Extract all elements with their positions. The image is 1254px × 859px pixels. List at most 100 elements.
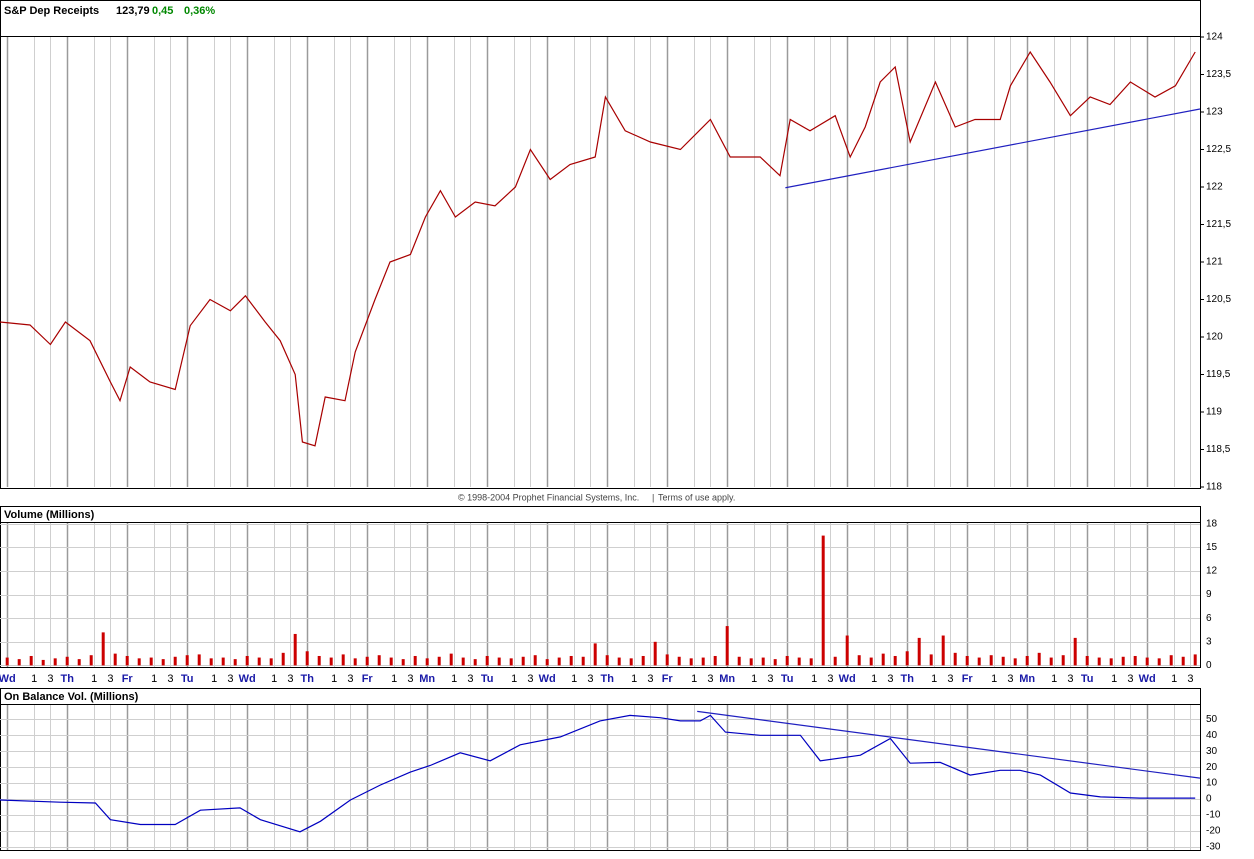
volume-bar: [941, 635, 945, 666]
volume-bar: [197, 654, 201, 666]
x-tick-label: Mn: [419, 673, 435, 685]
volume-bar: [149, 657, 153, 666]
volume-bar: [485, 655, 489, 666]
x-tick-label: 1: [931, 673, 937, 685]
y-tick-label: 123,5: [1206, 69, 1231, 80]
volume-bar: [245, 655, 249, 666]
volume-bar: [209, 658, 213, 666]
volume-bar: [125, 655, 129, 666]
x-tick-label: Mn: [719, 673, 735, 685]
y-tick-label: 50: [1206, 714, 1218, 725]
price-change-pct: 0,36%: [184, 5, 215, 17]
y-tick-label: 118,5: [1206, 444, 1231, 455]
x-tick-label: Th: [900, 673, 914, 685]
x-tick-label: 3: [1127, 673, 1133, 685]
y-tick-label: 10: [1206, 778, 1218, 789]
volume-bar: [317, 655, 321, 666]
volume-bar: [185, 655, 189, 666]
x-tick-label: Wd: [0, 673, 16, 685]
volume-bar: [1193, 654, 1197, 666]
volume-bar: [1133, 655, 1137, 666]
volume-bar: [5, 657, 9, 666]
x-tick-label: Wd: [239, 673, 256, 685]
volume-panel: [0, 506, 1201, 668]
obv-title: On Balance Vol. (Millions): [4, 691, 139, 703]
volume-bar: [965, 655, 969, 666]
volume-bar: [869, 657, 873, 666]
volume-bar: [737, 656, 741, 666]
volume-bar: [617, 657, 621, 666]
volume-bar: [1181, 656, 1185, 666]
x-tick-label: Tu: [481, 673, 494, 685]
volume-bar: [1157, 658, 1161, 666]
x-tick-label: Fr: [962, 673, 974, 685]
x-tick-label: Tu: [1081, 673, 1094, 685]
y-tick-label: 123: [1206, 107, 1223, 118]
volume-bar: [281, 652, 285, 666]
x-tick-label: Fr: [662, 673, 674, 685]
x-tick-label: 1: [91, 673, 97, 685]
volume-bar: [893, 655, 897, 666]
volume-bar: [389, 657, 393, 666]
volume-bar: [137, 658, 141, 666]
volume-bar: [221, 657, 225, 666]
x-tick-label: Wd: [1139, 673, 1156, 685]
volume-bar: [473, 659, 477, 666]
volume-bar: [689, 658, 693, 666]
price-panel: [0, 0, 1201, 489]
volume-bar: [449, 653, 453, 666]
series-line: [0, 50, 1196, 447]
volume-bar: [269, 658, 273, 666]
volume-bar: [329, 657, 333, 666]
volume-bar: [629, 658, 633, 666]
y-tick-label: 118: [1206, 482, 1222, 493]
volume-bar: [461, 657, 465, 666]
x-tick-label: 3: [167, 673, 173, 685]
y-tick-label: 122: [1206, 182, 1223, 193]
volume-bar: [533, 655, 537, 666]
volume-bar: [77, 659, 81, 666]
terms-link[interactable]: Terms of use apply.: [658, 492, 735, 502]
y-tick-label: 120,5: [1206, 294, 1231, 305]
y-tick-label: -20: [1206, 826, 1221, 837]
x-tick-label: 3: [407, 673, 413, 685]
x-tick-label: 3: [47, 673, 53, 685]
x-tick-label: 3: [827, 673, 833, 685]
volume-bar: [725, 626, 729, 666]
x-tick-label: 3: [587, 673, 593, 685]
volume-bar: [1061, 655, 1065, 666]
x-tick-label: 3: [107, 673, 113, 685]
volume-bar: [569, 655, 573, 666]
y-tick-label: 0: [1206, 794, 1212, 805]
volume-bar: [365, 656, 369, 666]
x-tick-label: 3: [1187, 673, 1193, 685]
x-tick-label: 3: [467, 673, 473, 685]
x-tick-label: 1: [691, 673, 697, 685]
volume-bar: [305, 651, 309, 666]
x-tick-label: 1: [211, 673, 217, 685]
x-tick-label: 1: [271, 673, 277, 685]
volume-bar: [377, 655, 381, 666]
volume-bar: [929, 654, 933, 666]
x-tick-label: 1: [391, 673, 397, 685]
volume-bar: [1001, 656, 1005, 666]
volume-bar: [257, 657, 261, 666]
volume-bar: [641, 655, 645, 666]
x-tick-label: 1: [1171, 673, 1177, 685]
volume-bar: [1169, 655, 1173, 666]
volume-bar: [1073, 637, 1077, 666]
y-tick-label: 9: [1206, 589, 1212, 600]
volume-bar: [653, 641, 657, 666]
volume-bar: [761, 657, 765, 666]
y-tick-label: 18: [1206, 518, 1218, 529]
x-tick-label: 3: [707, 673, 713, 685]
volume-bar: [89, 655, 93, 666]
x-tick-label: 3: [227, 673, 233, 685]
volume-bar: [989, 655, 993, 666]
volume-bar: [41, 659, 45, 666]
volume-bar: [677, 656, 681, 666]
volume-bar: [581, 656, 585, 666]
trend-line: [785, 108, 1201, 189]
volume-bar: [605, 655, 609, 666]
separator: |: [652, 492, 654, 502]
